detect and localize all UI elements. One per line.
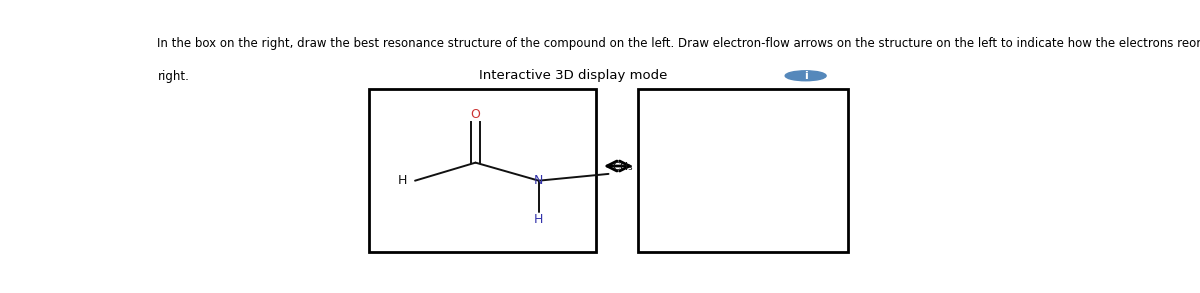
Text: In the box on the right, draw the best resonance structure of the compound on th: In the box on the right, draw the best r… xyxy=(157,38,1200,50)
Circle shape xyxy=(785,71,826,81)
Text: CH₃: CH₃ xyxy=(612,162,632,172)
Bar xyxy=(638,89,847,252)
Text: Interactive 3D display mode: Interactive 3D display mode xyxy=(479,69,667,82)
Text: N: N xyxy=(534,174,544,187)
Text: H: H xyxy=(534,213,544,226)
Text: O: O xyxy=(470,108,480,121)
Text: right.: right. xyxy=(157,70,190,83)
Text: i: i xyxy=(804,71,808,81)
Bar xyxy=(368,89,596,252)
Text: H: H xyxy=(398,174,408,187)
